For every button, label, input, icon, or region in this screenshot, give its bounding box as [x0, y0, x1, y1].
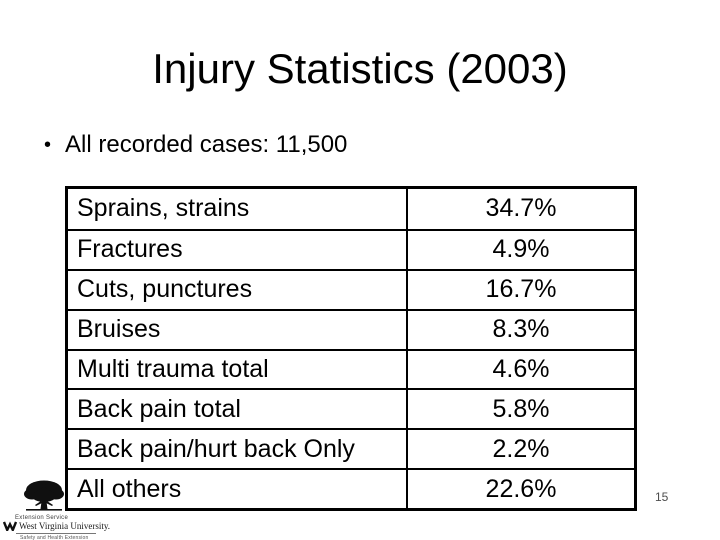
row-value: 4.6% [492, 354, 550, 383]
row-value: 8.3% [492, 315, 550, 344]
table-row: Bruises 8.3% [68, 308, 634, 349]
row-value: 34.7% [485, 194, 557, 223]
wvu-extension-logo: Extension Service West Virginia Universi… [2, 474, 110, 540]
row-value: 22.6% [485, 474, 557, 503]
logo-university-text: West Virginia University. [19, 521, 111, 531]
bullet-icon: • [44, 134, 52, 156]
table-row: Back pain total 5.8% [68, 388, 634, 429]
logo-university-line: West Virginia University. [3, 521, 110, 531]
page-title: Injury Statistics (2003) [152, 45, 568, 92]
table-row: Sprains, strains 34.7% [68, 189, 634, 229]
row-label: Sprains, strains [68, 189, 408, 229]
table-row: Fractures 4.9% [68, 228, 634, 269]
slide-number: 15 [655, 490, 669, 504]
row-label: Fractures [68, 230, 408, 269]
wv-flying-logo-icon [3, 521, 17, 531]
bullet-text: All recorded cases: 11,500 [65, 131, 348, 158]
logo-safety-health-text: Safety and Health Extension [20, 535, 89, 540]
row-label: All others [68, 470, 408, 508]
row-value: 2.2% [492, 434, 550, 463]
table-row: Back pain/hurt back Only 2.2% [68, 428, 634, 469]
table-row: Multi trauma total 4.6% [68, 348, 634, 389]
row-value: 16.7% [485, 275, 557, 304]
bullet-line: • All recorded cases: 11,500 [44, 131, 347, 159]
row-label: Cuts, punctures [68, 270, 408, 309]
row-label: Multi trauma total [68, 350, 408, 389]
logo-divider [16, 533, 96, 534]
tree-logo-icon [22, 478, 66, 514]
table-row: Cuts, punctures 16.7% [68, 268, 634, 309]
row-value: 5.8% [492, 394, 550, 423]
injury-statistics-table: Sprains, strains 34.7% Fractures 4.9% Cu… [65, 186, 637, 511]
logo-extension-service-text: Extension Service [15, 515, 69, 521]
row-label: Bruises [68, 310, 408, 349]
table-row: All others 22.6% [68, 468, 634, 508]
row-value: 4.9% [492, 235, 550, 264]
row-label: Back pain/hurt back Only [68, 430, 408, 469]
row-label: Back pain total [68, 390, 408, 429]
